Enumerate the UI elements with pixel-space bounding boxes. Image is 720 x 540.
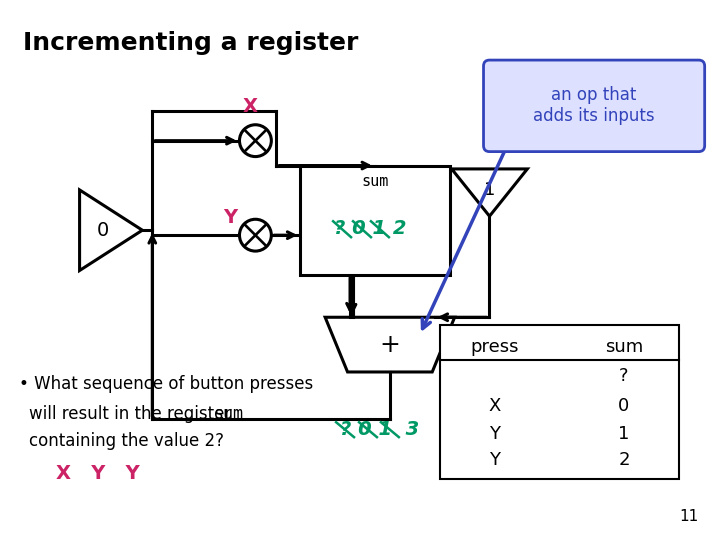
Text: 11: 11 bbox=[680, 509, 698, 524]
Text: +: + bbox=[379, 333, 400, 356]
Text: Incrementing a register: Incrementing a register bbox=[23, 31, 359, 55]
Text: X   Y   Y: X Y Y bbox=[56, 464, 140, 483]
Text: Y: Y bbox=[489, 425, 500, 443]
Text: X: X bbox=[488, 397, 500, 415]
FancyBboxPatch shape bbox=[484, 60, 705, 152]
Text: sum: sum bbox=[214, 405, 243, 423]
Text: 1: 1 bbox=[484, 181, 495, 199]
Text: ?: ? bbox=[619, 367, 629, 386]
Text: • What sequence of button presses: • What sequence of button presses bbox=[19, 375, 314, 394]
Text: sum: sum bbox=[361, 174, 389, 189]
Bar bbox=[300, 166, 450, 275]
Text: 0: 0 bbox=[618, 397, 629, 415]
Text: an op that
adds its inputs: an op that adds its inputs bbox=[534, 86, 655, 125]
Text: 2: 2 bbox=[618, 451, 630, 469]
Text: ? 0 1 2: ? 0 1 2 bbox=[333, 219, 406, 238]
Text: press: press bbox=[470, 338, 518, 356]
Text: Y: Y bbox=[489, 451, 500, 469]
Text: 0: 0 bbox=[96, 221, 109, 240]
Text: sum: sum bbox=[605, 338, 643, 356]
Bar bbox=[440, 325, 679, 479]
Text: Y: Y bbox=[223, 208, 238, 227]
Text: containing the value 2?: containing the value 2? bbox=[30, 432, 225, 450]
Text: X: X bbox=[243, 97, 258, 116]
Text: 1: 1 bbox=[618, 425, 630, 443]
Text: ? 0 1  3: ? 0 1 3 bbox=[341, 420, 420, 438]
Text: will result in the register: will result in the register bbox=[30, 405, 232, 423]
